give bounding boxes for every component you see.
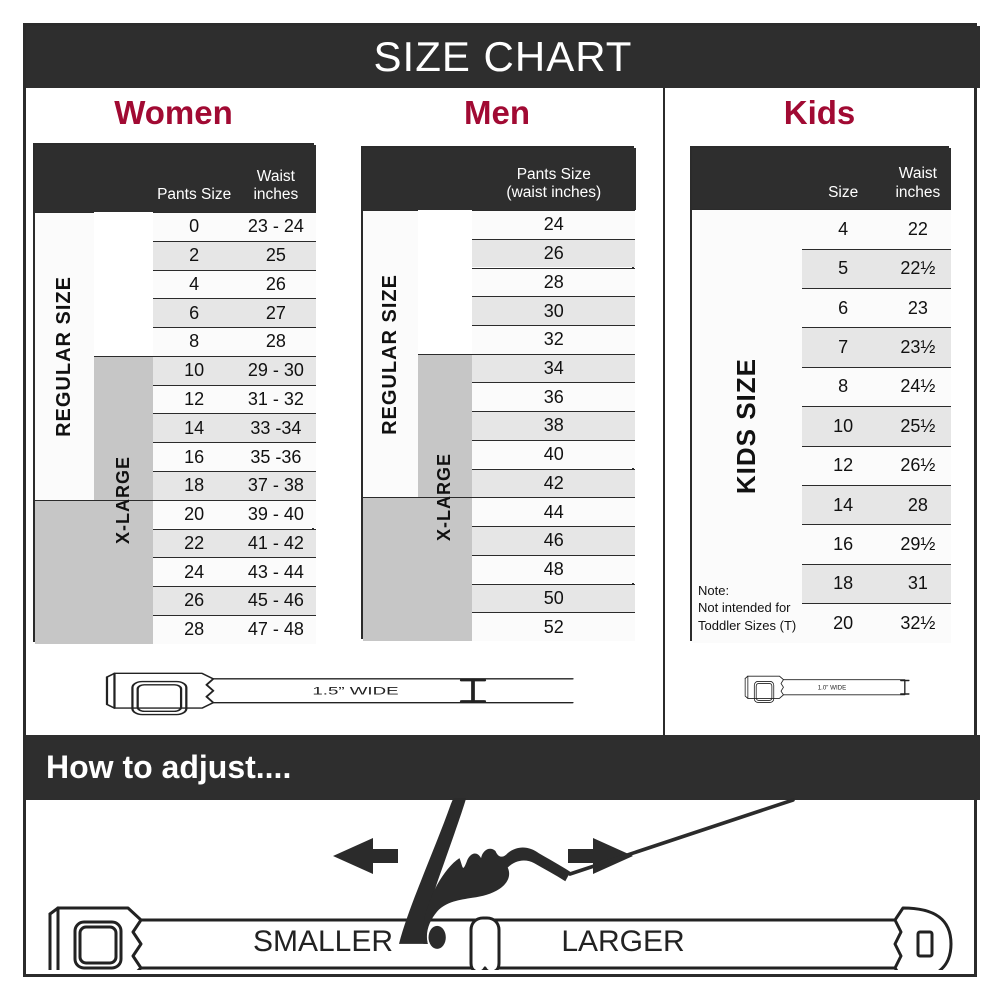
- svg-text:1.5” WIDE: 1.5” WIDE: [312, 685, 398, 698]
- svg-text:1.0” WIDE: 1.0” WIDE: [818, 684, 847, 691]
- svg-text:LARGER: LARGER: [561, 925, 684, 958]
- svg-text:SMALLER: SMALLER: [253, 925, 393, 958]
